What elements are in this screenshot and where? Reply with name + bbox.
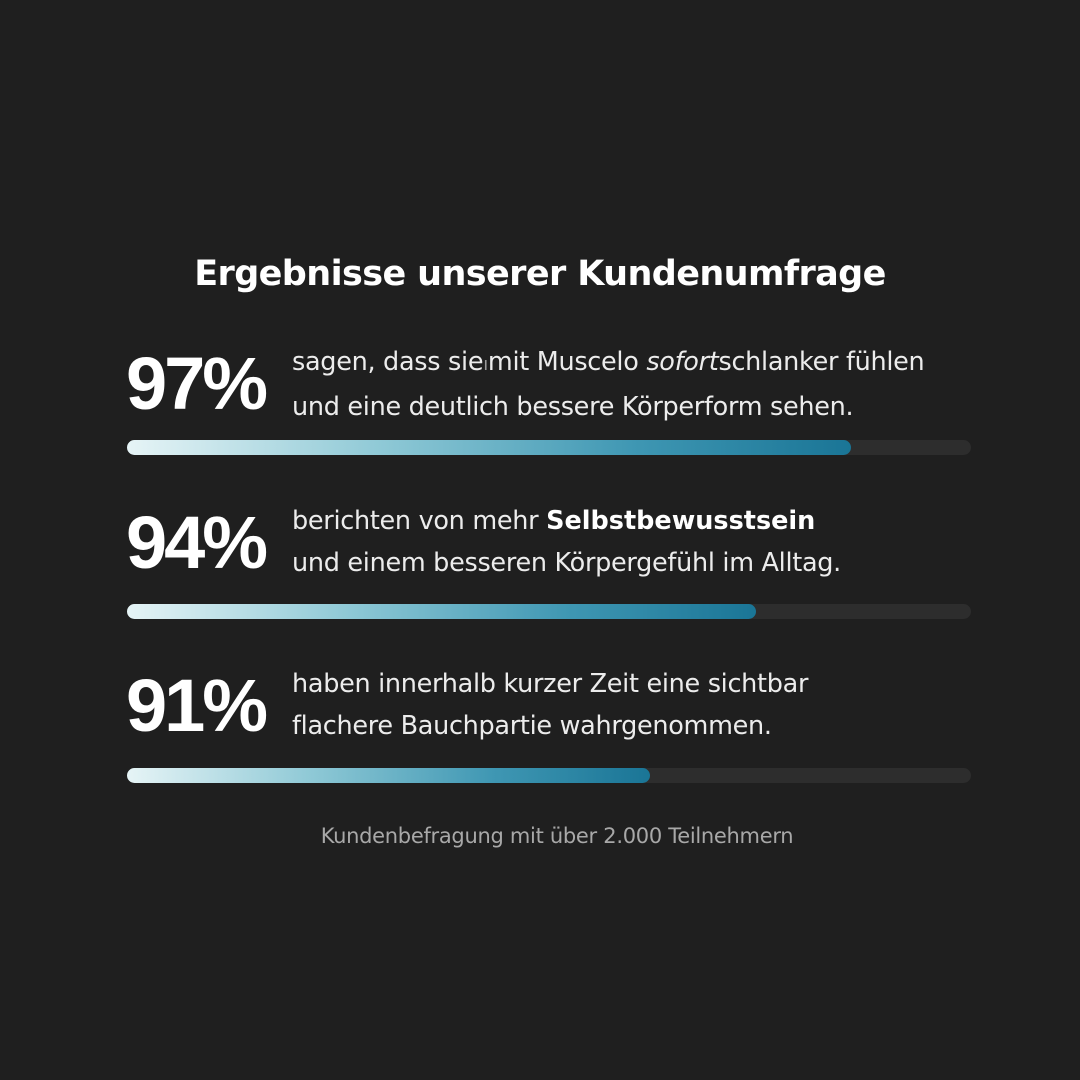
progress-track [127, 440, 971, 455]
description-emphasis: sofort [646, 347, 719, 377]
stat-description: haben innerhalb kurzer Zeit eine sichtba… [292, 663, 808, 747]
progress-bar-fill [127, 440, 852, 455]
description-line-2: und eine deutlich bessere Körperform seh… [292, 392, 854, 422]
stat-percentage: 97% [126, 342, 268, 425]
progress-track [127, 768, 971, 783]
description-text: schlanker fühlen [718, 347, 925, 377]
progress-bar-fill [127, 604, 756, 619]
stat-item-1: 97% sagen, dass sieımit Muscelo sofortsc… [0, 347, 1080, 477]
description-line-1: sagen, dass sieımit Muscelo sofortschlan… [292, 341, 925, 386]
description-text: mit Muscelo [487, 347, 647, 377]
stat-percentage: 94% [126, 501, 268, 584]
stat-percentage: 91% [126, 664, 268, 747]
survey-footnote: Kundenbefragung mit über 2.000 Teilnehme… [320, 824, 794, 848]
stat-item-3: 91% haben innerhalb kurzer Zeit eine sic… [0, 669, 1080, 799]
stat-description: sagen, dass sieımit Muscelo sofortschlan… [292, 341, 925, 428]
description-line-1: berichten von mehr Selbstbewusstsein [292, 500, 841, 542]
description-line-2: und einem besseren Körpergefühl im Allta… [292, 548, 841, 578]
description-text: sagen, dass sie [292, 347, 484, 377]
cursor-mark: ı [483, 354, 488, 375]
description-line-1: haben innerhalb kurzer Zeit eine sichtba… [292, 669, 809, 699]
progress-track [127, 604, 971, 619]
description-line-2: flachere Bauchpartie wahrgenommen. [292, 711, 772, 741]
chart-title: Ergebnisse unserer Kundenumfrage [194, 254, 886, 294]
stat-description: berichten von mehr Selbstbewusstsein und… [292, 500, 841, 584]
stat-item-2: 94% berichten von mehr Selbstbewusstsein… [0, 506, 1080, 636]
description-text: berichten von mehr [292, 506, 547, 536]
description-emphasis: Selbstbewusstsein [546, 506, 816, 536]
progress-bar-fill [127, 768, 651, 783]
